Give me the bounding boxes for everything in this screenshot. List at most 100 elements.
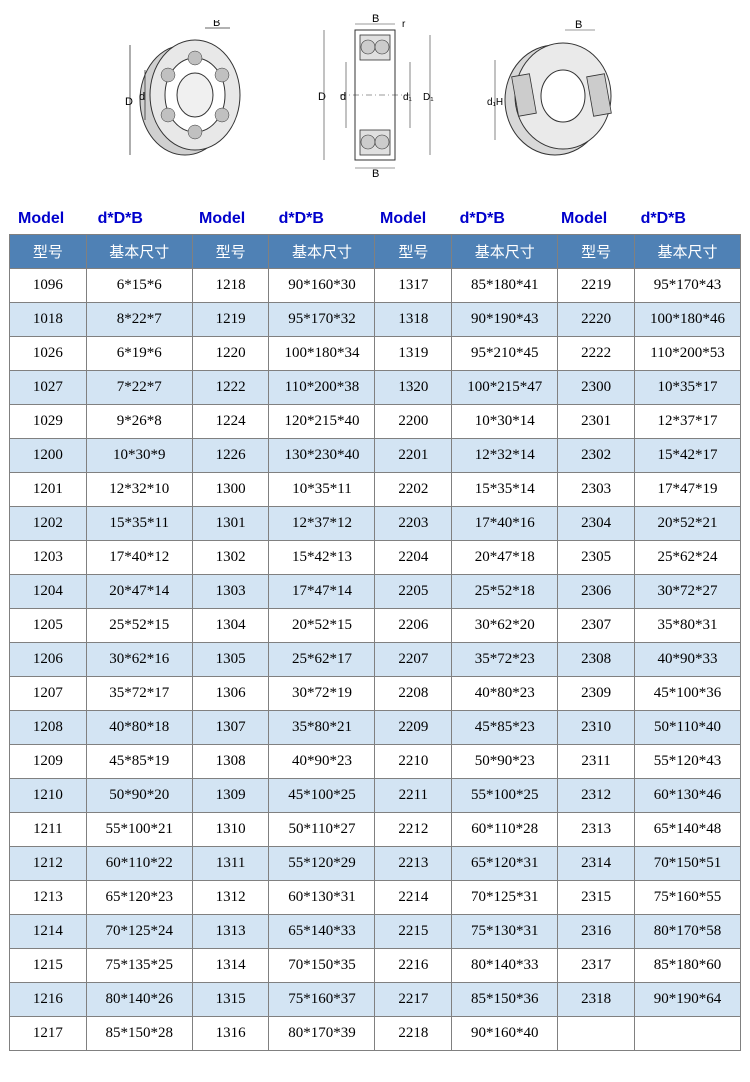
cell-model: 2200 (375, 405, 452, 439)
cell-dim: 75*130*31 (452, 915, 558, 949)
table-row: 120840*80*18130735*80*21220945*85*232310… (10, 711, 741, 745)
table-row: 121680*140*26131575*160*37221785*150*362… (10, 983, 741, 1017)
cell-dim: 75*160*55 (634, 881, 740, 915)
cell-model: 2313 (558, 813, 635, 847)
cell-model: 1304 (192, 609, 269, 643)
cell-dim: 55*100*25 (452, 779, 558, 813)
cell-model: 2300 (558, 371, 635, 405)
table-row: 121050*90*20130945*100*25221155*100*2523… (10, 779, 741, 813)
cell-model: 2220 (558, 303, 635, 337)
table-row: 121575*135*25131470*150*35221680*140*332… (10, 949, 741, 983)
cell-model: 1210 (10, 779, 87, 813)
cell-model: 1307 (192, 711, 269, 745)
cell-model: 1209 (10, 745, 87, 779)
cell-dim: 130*230*40 (269, 439, 375, 473)
cell-dim: 110*200*53 (634, 337, 740, 371)
cell-model: 1312 (192, 881, 269, 915)
cell-dim: 12*32*14 (452, 439, 558, 473)
cell-model: 1301 (192, 507, 269, 541)
cell-dim: 85*150*28 (86, 1017, 192, 1051)
cell-dim: 20*47*18 (452, 541, 558, 575)
bearing-diagram-3: d₁H B (480, 20, 630, 170)
cell-model: 2201 (375, 439, 452, 473)
header-dim: 基本尺寸 (86, 235, 192, 269)
label-ddb: d*D*B (460, 210, 561, 228)
cell-model: 2210 (375, 745, 452, 779)
cell-model: 2217 (375, 983, 452, 1017)
cell-model: 2317 (558, 949, 635, 983)
cell-model: 1309 (192, 779, 269, 813)
cell-model: 1201 (10, 473, 87, 507)
table-row: 10188*22*7121995*170*32131890*190*432220… (10, 303, 741, 337)
cell-dim: 30*62*20 (452, 609, 558, 643)
cell-dim: 30*72*27 (634, 575, 740, 609)
cell-model: 1204 (10, 575, 87, 609)
cell-model: 1310 (192, 813, 269, 847)
cell-dim: 60*110*28 (452, 813, 558, 847)
cell-model: 2301 (558, 405, 635, 439)
table-row: 120525*52*15130420*52*15220630*62*202307… (10, 609, 741, 643)
cell-dim: 25*52*15 (86, 609, 192, 643)
cell-model: 1208 (10, 711, 87, 745)
cell-dim: 65*140*33 (269, 915, 375, 949)
cell-model: 2316 (558, 915, 635, 949)
cell-dim: 110*200*38 (269, 371, 375, 405)
table-row: 120630*62*16130525*62*17220735*72*232308… (10, 643, 741, 677)
cell-dim: 25*62*24 (634, 541, 740, 575)
cell-dim: 95*210*45 (452, 337, 558, 371)
cell-dim: 20*52*21 (634, 507, 740, 541)
table-row: 10266*19*61220100*180*34131995*210*45222… (10, 337, 741, 371)
cell-model: 1212 (10, 847, 87, 881)
svg-text:B: B (213, 20, 220, 29)
cell-model: 1315 (192, 983, 269, 1017)
svg-text:r: r (402, 19, 406, 30)
cell-dim: 70*125*31 (452, 881, 558, 915)
cell-dim: 55*100*21 (86, 813, 192, 847)
table-row: 120317*40*12130215*42*13220420*47*182305… (10, 541, 741, 575)
label-model: Model (561, 210, 641, 228)
cell-dim: 50*90*23 (452, 745, 558, 779)
header-model: 型号 (375, 235, 452, 269)
label-ddb: d*D*B (641, 210, 740, 228)
cell-dim: 100*180*46 (634, 303, 740, 337)
table-row: 121470*125*24131365*140*33221575*130*312… (10, 915, 741, 949)
table-row: 120735*72*17130630*72*19220840*80*232309… (10, 677, 741, 711)
cell-dim: 45*100*25 (269, 779, 375, 813)
cell-dim: 45*85*19 (86, 745, 192, 779)
cell-dim: 90*160*40 (452, 1017, 558, 1051)
table-row: 120010*30*91226130*230*40220112*32*14230… (10, 439, 741, 473)
cell-model: 1313 (192, 915, 269, 949)
cell-model: 2312 (558, 779, 635, 813)
cell-dim: 35*72*17 (86, 677, 192, 711)
cell-model: 2213 (375, 847, 452, 881)
svg-text:d: d (340, 91, 346, 103)
cell-model: 1214 (10, 915, 87, 949)
cell-model: 1224 (192, 405, 269, 439)
cell-model: 2211 (375, 779, 452, 813)
cell-dim: 60*130*46 (634, 779, 740, 813)
cell-dim: 30*62*16 (86, 643, 192, 677)
table-row: 120215*35*11130112*37*12220317*40*162304… (10, 507, 741, 541)
cell-dim: 50*110*27 (269, 813, 375, 847)
cell-dim: 95*170*43 (634, 269, 740, 303)
table-row: 10966*15*6121890*160*30131785*180*412219… (10, 269, 741, 303)
header-dim: 基本尺寸 (269, 235, 375, 269)
cell-model: 1317 (375, 269, 452, 303)
cell-model: 1314 (192, 949, 269, 983)
cell-model: 1218 (192, 269, 269, 303)
cell-model: 1318 (375, 303, 452, 337)
table-row: 120420*47*14130317*47*14220525*52*182306… (10, 575, 741, 609)
cell-model: 2305 (558, 541, 635, 575)
cell-model: 2304 (558, 507, 635, 541)
cell-model: 1026 (10, 337, 87, 371)
cell-dim: 17*40*16 (452, 507, 558, 541)
cell-dim: 17*40*12 (86, 541, 192, 575)
cell-dim: 35*80*31 (634, 609, 740, 643)
cell-model: 1316 (192, 1017, 269, 1051)
cell-model: 2318 (558, 983, 635, 1017)
cell-dim: 35*72*23 (452, 643, 558, 677)
bearing-diagram-2: D d d₁ D₁ B B r (300, 20, 450, 170)
cell-model: 1200 (10, 439, 87, 473)
cell-dim (634, 1017, 740, 1051)
label-model: Model (199, 210, 279, 228)
